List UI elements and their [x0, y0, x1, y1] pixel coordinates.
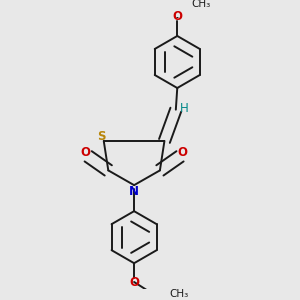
Text: O: O: [81, 146, 91, 159]
Text: CH₃: CH₃: [192, 0, 211, 10]
Text: O: O: [129, 276, 139, 289]
Text: S: S: [97, 130, 106, 143]
Text: O: O: [177, 146, 187, 159]
Text: CH₃: CH₃: [169, 290, 189, 299]
Text: N: N: [129, 185, 139, 198]
Text: O: O: [172, 10, 182, 23]
Text: H: H: [180, 102, 189, 115]
